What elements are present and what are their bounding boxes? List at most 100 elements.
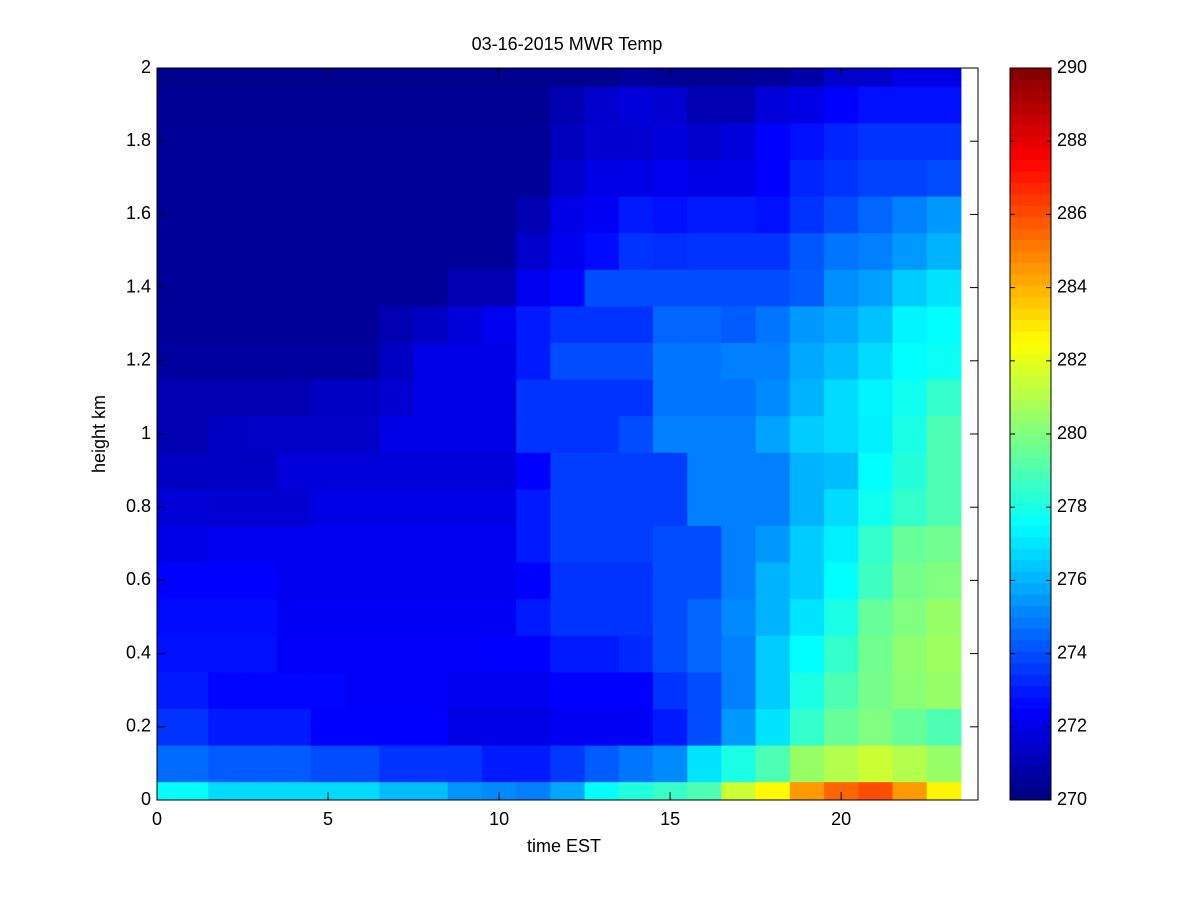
heatmap-cell: [824, 635, 859, 673]
heatmap-cell: [789, 196, 825, 234]
heatmap-cell: [892, 122, 928, 160]
colorbar-tick-label: 280: [1057, 423, 1087, 443]
heatmap-cell: [447, 415, 483, 453]
colorbar-swatch: [1010, 170, 1051, 183]
heatmap-cell: [687, 122, 722, 160]
heatmap-cell: [653, 562, 688, 600]
heatmap-cell: [208, 635, 244, 673]
heatmap-cell: [276, 562, 312, 600]
colorbar-swatch: [1010, 502, 1051, 515]
heatmap-cell: [858, 68, 893, 87]
heatmap-cell: [584, 68, 620, 87]
colorbar-swatch: [1010, 479, 1051, 492]
heatmap-cell: [157, 525, 175, 563]
heatmap-cell: [824, 598, 859, 636]
heatmap-cell: [174, 671, 209, 709]
heatmap-cell: [157, 342, 175, 380]
heatmap-cell: [413, 122, 449, 160]
heatmap-cell: [481, 781, 517, 801]
colorbar-swatch: [1010, 90, 1051, 103]
heatmap-cell: [310, 305, 346, 343]
heatmap-cell: [926, 68, 962, 87]
heatmap-cell: [413, 525, 449, 563]
x-axis-label: time EST: [527, 836, 601, 856]
heatmap-cell: [447, 159, 483, 197]
colorbar-tick-label: 284: [1057, 276, 1087, 296]
heatmap-cell: [721, 305, 757, 343]
heatmap-cell: [481, 671, 517, 709]
colorbar-swatch: [1010, 639, 1051, 652]
heatmap-cell: [926, 671, 962, 709]
heatmap-cell: [824, 196, 859, 234]
heatmap-cell: [824, 159, 859, 197]
heatmap-cell: [345, 452, 380, 490]
heatmap-cell: [653, 598, 688, 636]
heatmap-cell: [157, 379, 175, 417]
heatmap-cell: [687, 305, 722, 343]
heatmap-cell: [824, 232, 859, 270]
heatmap-cell: [242, 781, 278, 801]
heatmap-cell: [789, 452, 825, 490]
heatmap-cell: [926, 342, 962, 380]
heatmap-cell: [653, 122, 688, 160]
y-tick-label: 0: [141, 789, 151, 809]
heatmap-cell: [481, 86, 517, 124]
colorbar-swatch: [1010, 445, 1051, 458]
heatmap-cell: [379, 562, 415, 600]
heatmap-cell: [157, 305, 175, 343]
heatmap-cell: [789, 86, 825, 124]
colorbar-box: [1009, 67, 1052, 801]
heatmap-cell: [447, 269, 483, 307]
heatmap-cell: [653, 159, 688, 197]
heatmap-cell: [276, 122, 312, 160]
heatmap-cell: [755, 232, 791, 270]
heatmap-cell: [208, 232, 244, 270]
heatmap-cell: [755, 452, 791, 490]
chart-title: 03-16-2015 MWR Temp: [472, 34, 663, 54]
heatmap-cell: [413, 269, 449, 307]
heatmap-cell: [721, 415, 757, 453]
heatmap-cell: [481, 305, 517, 343]
colorbar-swatch: [1010, 674, 1051, 687]
heatmap-cell: [858, 635, 893, 673]
heatmap-cell: [687, 379, 722, 417]
heatmap-cell: [276, 68, 312, 87]
heatmap-cell: [345, 379, 380, 417]
x-tick-label: 5: [323, 809, 333, 829]
heatmap-cell: [481, 232, 517, 270]
heatmap-cell: [379, 269, 415, 307]
heatmap-cell: [824, 708, 859, 746]
heatmap-cell: [310, 342, 346, 380]
colorbar-swatch: [1010, 456, 1051, 469]
heatmap-cell: [379, 635, 415, 673]
heatmap-cell: [858, 745, 893, 783]
heatmap-cell: [310, 232, 346, 270]
colorbar-swatch: [1010, 708, 1051, 721]
heatmap-cell: [345, 488, 380, 526]
heatmap-cell: [242, 745, 278, 783]
heatmap-cell: [413, 86, 449, 124]
heatmap-cell: [516, 525, 551, 563]
colorbar-tick-label: 270: [1057, 789, 1087, 809]
heatmap-cell: [208, 122, 244, 160]
heatmap-cell: [550, 159, 586, 197]
heatmap-cell: [653, 269, 688, 307]
heatmap-cell: [755, 86, 791, 124]
heatmap-cell: [584, 671, 620, 709]
heatmap-cell: [174, 598, 209, 636]
colorbar-tick-label: 274: [1057, 642, 1087, 662]
colorbar-swatch: [1010, 79, 1051, 92]
heatmap-cell: [447, 525, 483, 563]
heatmap-cell: [310, 452, 346, 490]
heatmap-cell: [618, 635, 654, 673]
heatmap-cell: [789, 415, 825, 453]
heatmap-cell: [687, 196, 722, 234]
heatmap-cell: [413, 342, 449, 380]
heatmap-cell: [926, 415, 962, 453]
heatmap-cell: [481, 269, 517, 307]
colorbar-swatch: [1010, 285, 1051, 298]
heatmap-cell: [345, 635, 380, 673]
colorbar-swatch: [1010, 113, 1051, 126]
heatmap-cell: [208, 452, 244, 490]
heatmap-cell: [174, 379, 209, 417]
